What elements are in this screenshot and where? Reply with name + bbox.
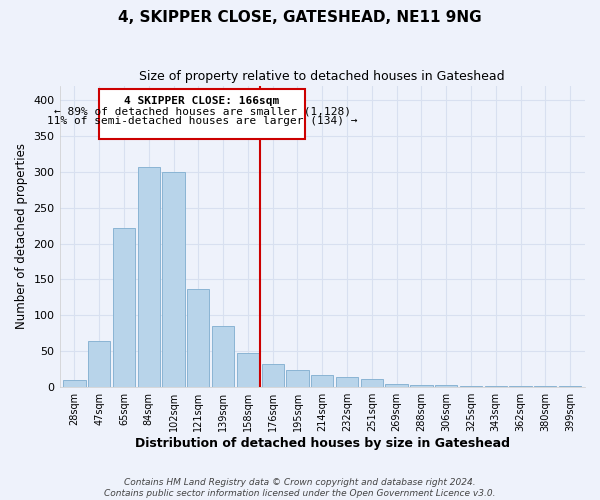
Y-axis label: Number of detached properties: Number of detached properties (15, 144, 28, 330)
Bar (163, 172, 185, 387)
Bar (262, 364, 284, 387)
Bar (509, 386, 532, 387)
Title: Size of property relative to detached houses in Gateshead: Size of property relative to detached ho… (139, 70, 505, 83)
Bar (435, 385, 457, 387)
Text: 4 SKIPPER CLOSE: 166sqm: 4 SKIPPER CLOSE: 166sqm (124, 96, 280, 106)
Bar (559, 386, 581, 387)
Bar (137, 168, 160, 387)
Bar (485, 386, 507, 387)
Text: 4, SKIPPER CLOSE, GATESHEAD, NE11 9NG: 4, SKIPPER CLOSE, GATESHEAD, NE11 9NG (118, 10, 482, 25)
Bar (113, 228, 135, 387)
Bar (361, 378, 383, 387)
Bar (187, 289, 209, 387)
FancyBboxPatch shape (99, 89, 305, 138)
Bar (63, 380, 86, 387)
Bar (385, 384, 408, 387)
Bar (336, 377, 358, 387)
Bar (460, 386, 482, 387)
Text: Contains HM Land Registry data © Crown copyright and database right 2024.
Contai: Contains HM Land Registry data © Crown c… (104, 478, 496, 498)
Bar (311, 375, 334, 387)
Bar (534, 386, 556, 387)
Text: 11% of semi-detached houses are larger (134) →: 11% of semi-detached houses are larger (… (47, 116, 358, 126)
Bar (212, 326, 234, 387)
Bar (88, 341, 110, 387)
Bar (237, 354, 259, 387)
Bar (286, 370, 308, 387)
Bar (410, 385, 433, 387)
Text: ← 89% of detached houses are smaller (1,128): ← 89% of detached houses are smaller (1,… (53, 106, 350, 117)
X-axis label: Distribution of detached houses by size in Gateshead: Distribution of detached houses by size … (135, 437, 510, 450)
